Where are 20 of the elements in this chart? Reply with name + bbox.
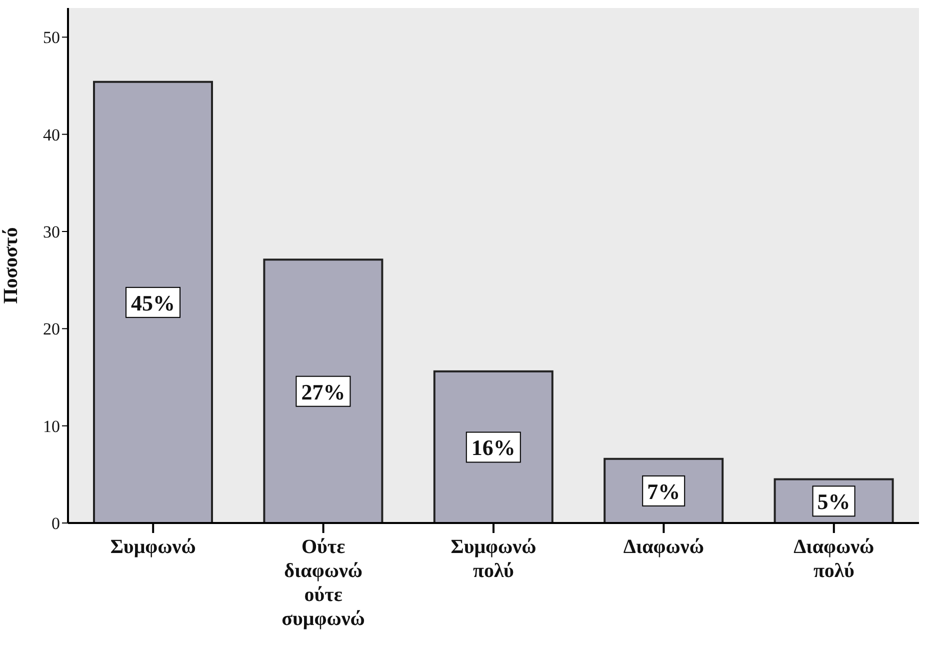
bar xyxy=(433,370,554,523)
bar xyxy=(93,80,213,523)
data-label: 5% xyxy=(817,489,850,514)
x-tick-label: Διαφωνώ πολύ xyxy=(794,536,874,582)
x-tick-label: Συμφωνώ xyxy=(110,536,196,558)
y-tick-label: 20 xyxy=(43,320,60,339)
y-tick-label: 30 xyxy=(43,222,60,242)
bar xyxy=(263,258,384,523)
y-tick-label: 40 xyxy=(43,125,60,144)
x-tick-label: Συμφωνώ πολύ xyxy=(450,536,536,582)
data-label: 45% xyxy=(131,290,175,316)
data-label: 27% xyxy=(301,379,346,404)
y-tick-label: 10 xyxy=(43,416,60,436)
y-axis-title: Ποσοστό xyxy=(0,227,22,304)
y-tick-label: 0 xyxy=(52,514,60,534)
x-tick-label: Διαφωνώ xyxy=(623,536,704,558)
x-tick-label: Ούτε διαφωνώ ούτε συμφωνώ xyxy=(282,536,365,630)
y-tick-label: 50 xyxy=(43,28,60,48)
data-label: 7% xyxy=(647,478,680,504)
data-label: 16% xyxy=(471,435,516,460)
